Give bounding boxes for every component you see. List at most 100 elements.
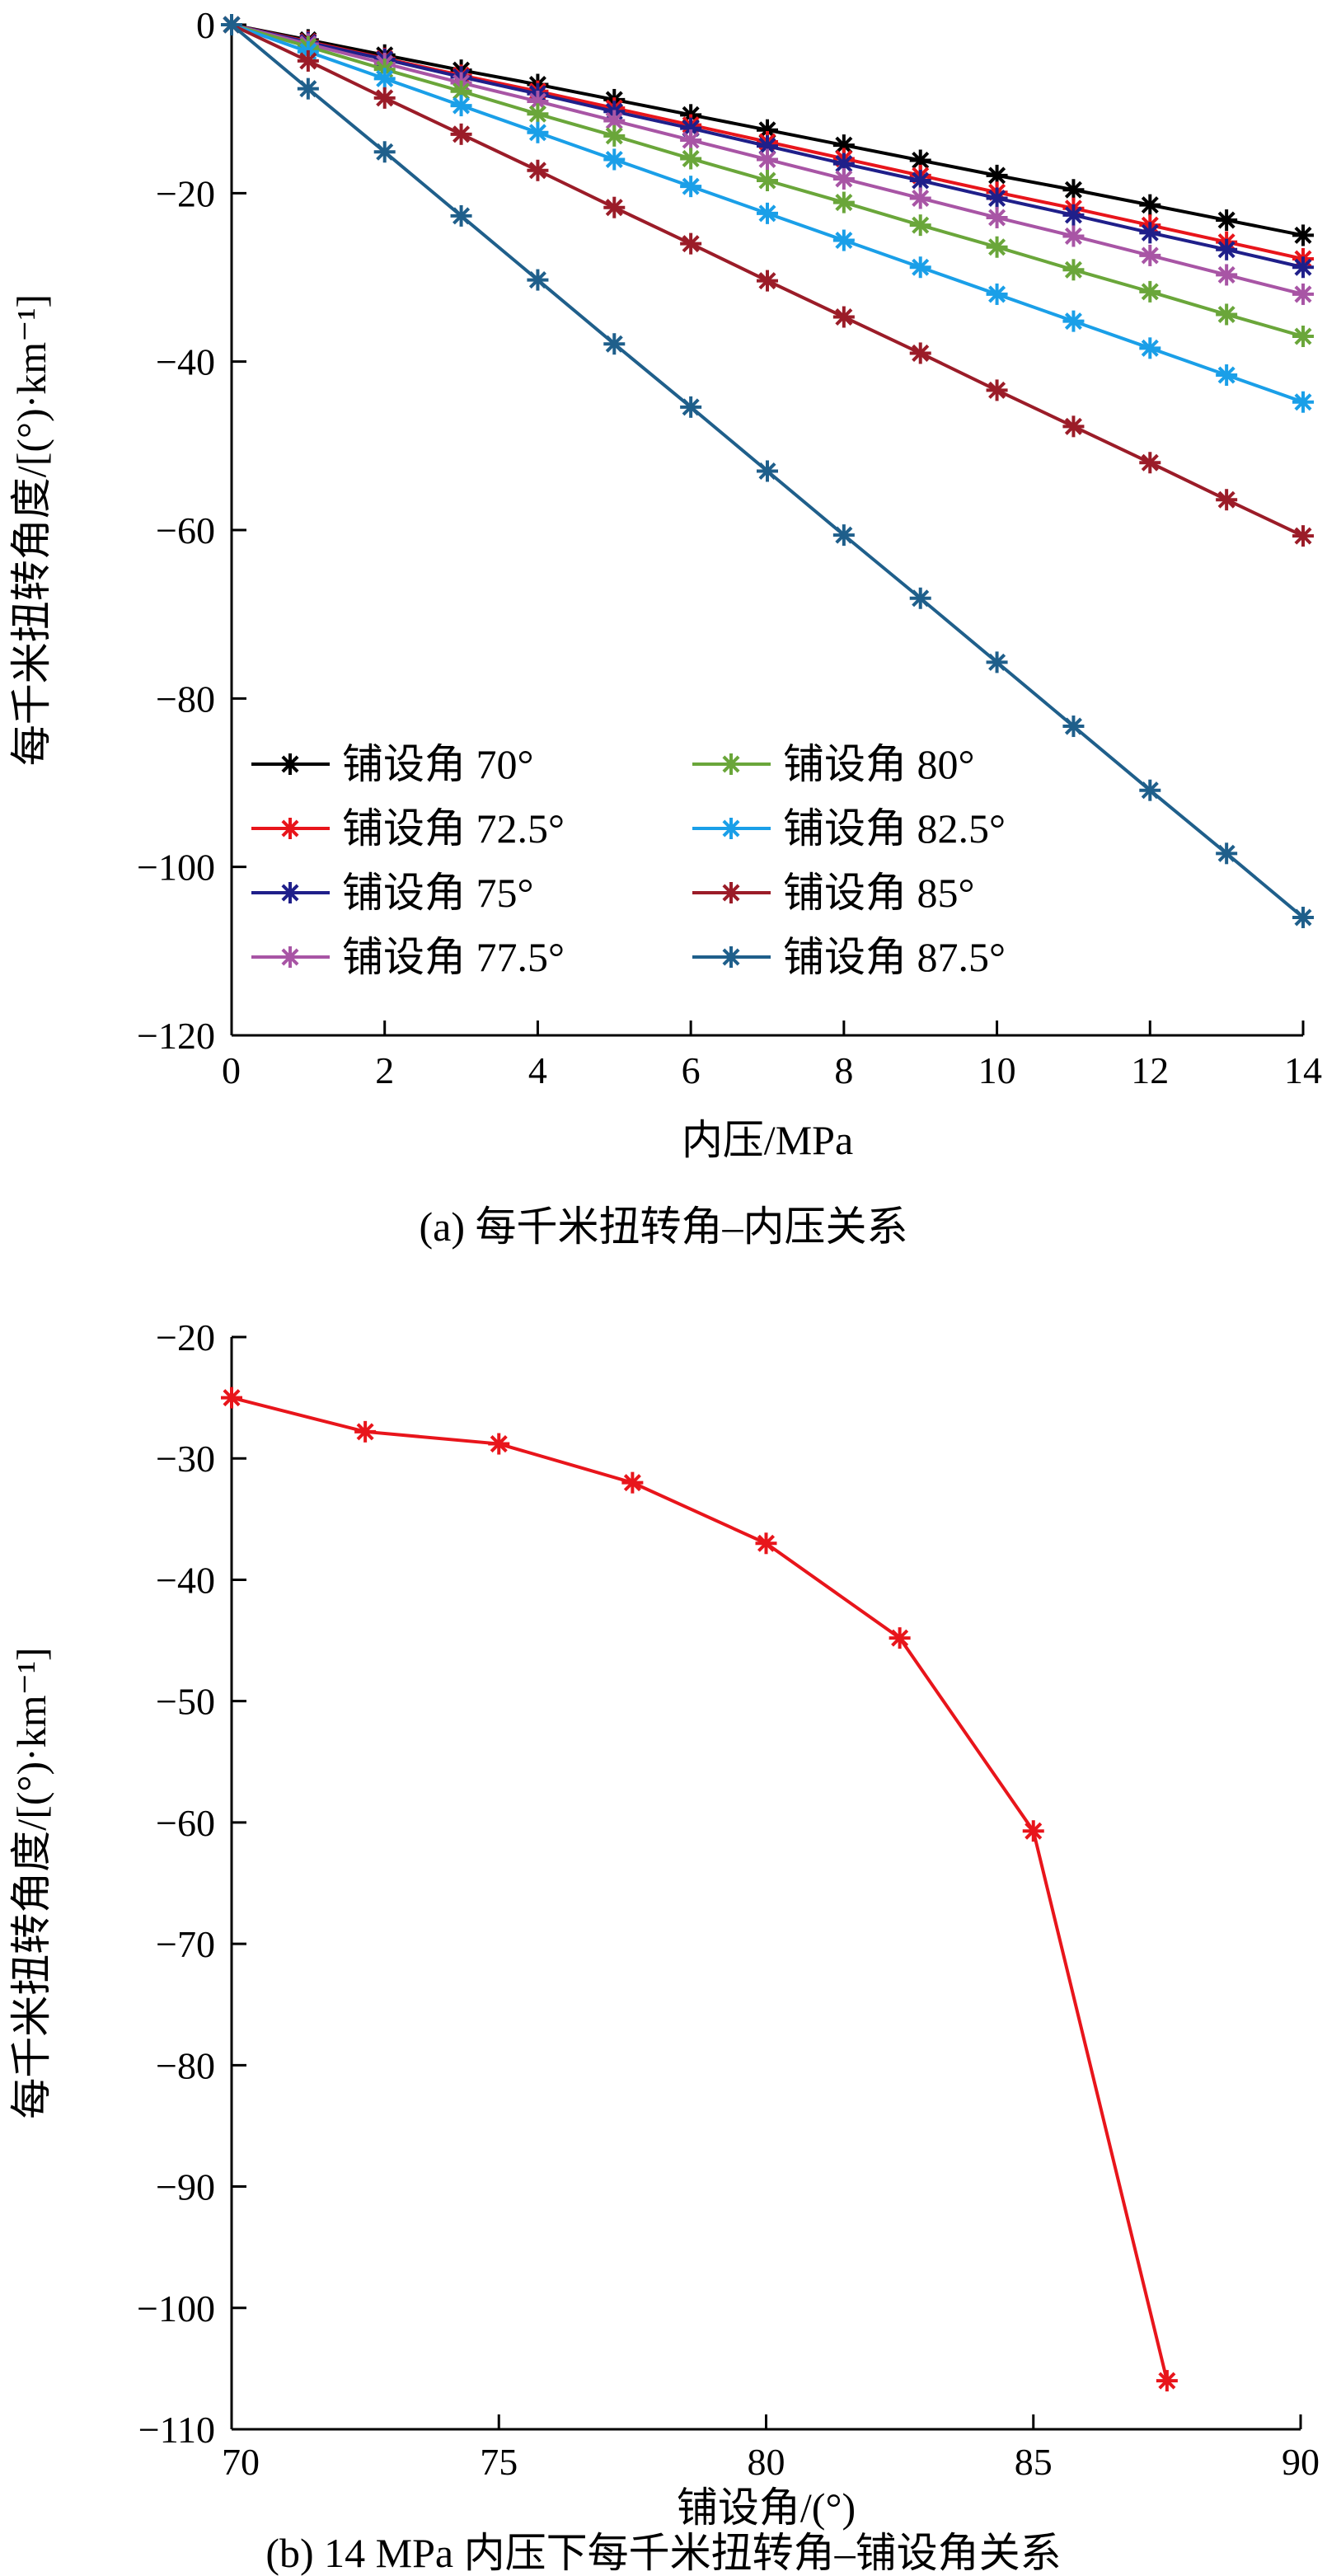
x-tick-label: 75 xyxy=(480,2441,518,2483)
x-tick-label: 10 xyxy=(978,1049,1016,1091)
data-point-marker xyxy=(1216,303,1238,326)
legend-item: 铺设角 87.5° xyxy=(692,934,1006,980)
y-tick-label: −20 xyxy=(156,1316,215,1358)
x-tick-label: 12 xyxy=(1131,1049,1169,1091)
data-point-marker xyxy=(720,946,742,968)
data-point-marker xyxy=(1062,204,1085,226)
x-tick-label: 4 xyxy=(528,1049,547,1091)
data-point-marker xyxy=(1062,415,1085,438)
data-point-marker xyxy=(986,379,1008,401)
data-point-marker xyxy=(1062,259,1085,281)
x-tick-label: 8 xyxy=(834,1049,853,1091)
data-point-marker xyxy=(1292,906,1314,928)
y-tick-label: −40 xyxy=(156,1559,215,1601)
data-point-marker xyxy=(832,167,855,190)
x-tick-label: 70 xyxy=(222,2441,260,2483)
y-tick-label: −100 xyxy=(137,2287,215,2330)
data-point-marker xyxy=(354,1420,377,1443)
data-point-marker xyxy=(1139,244,1161,266)
data-point-marker xyxy=(1062,179,1085,201)
x-tick-label: 6 xyxy=(682,1049,701,1091)
legend-item: 铺设角 70° xyxy=(251,741,534,787)
data-point-marker xyxy=(373,87,396,109)
x-axis-label: 内压/MPa xyxy=(682,1117,853,1163)
data-point-marker xyxy=(757,202,778,224)
data-point-marker xyxy=(1139,194,1161,216)
data-point-marker xyxy=(680,232,702,255)
data-point-marker xyxy=(1292,391,1314,413)
data-point-marker xyxy=(527,121,549,143)
chart-a: 0 2 4 6 8 10 12 14 0 −20 −40 −60 −80 −100 −120 内压/MPa 每千… xyxy=(8,4,1322,1250)
data-point-marker xyxy=(1156,2370,1178,2392)
x-tick-label: 14 xyxy=(1284,1049,1322,1091)
data-point-marker xyxy=(909,214,931,237)
data-point-marker xyxy=(373,141,396,163)
data-point-marker xyxy=(621,1471,644,1494)
data-point-marker xyxy=(1216,364,1238,387)
x-tick-label: 90 xyxy=(1282,2441,1320,2483)
data-point-marker xyxy=(1292,224,1314,246)
x-tick-label: 0 xyxy=(222,1049,241,1091)
data-point-marker xyxy=(221,1387,242,1409)
data-point-marker xyxy=(297,77,319,100)
legend-label: 铺设角 72.5° xyxy=(342,805,565,852)
y-tick-label: −60 xyxy=(156,1802,215,1844)
series-line xyxy=(221,1387,1178,2392)
data-point-marker xyxy=(832,152,855,175)
y-axis-label: 每千米扭转角度/[(°)·km⁻¹] xyxy=(8,1647,54,2119)
x-axis-label: 铺设角/(°) xyxy=(677,2485,856,2531)
data-point-marker xyxy=(720,882,742,903)
data-point-marker xyxy=(603,333,626,355)
data-point-marker xyxy=(373,68,396,90)
legend-label: 铺设角 70° xyxy=(342,741,534,787)
data-point-marker xyxy=(757,270,778,292)
caption: (b) 14 MPa 内压下每千米扭转角–铺设角关系 xyxy=(265,2530,1061,2576)
series-line xyxy=(221,14,1314,348)
data-point-marker xyxy=(1139,779,1161,801)
data-point-marker xyxy=(986,651,1008,673)
legend-label: 铺设角 85° xyxy=(783,870,975,916)
x-tick-label: 80 xyxy=(748,2441,785,2483)
y-tick-label: −110 xyxy=(138,2409,215,2451)
data-point-marker xyxy=(909,256,931,279)
data-point-marker xyxy=(1216,264,1238,286)
data-point-marker xyxy=(1216,842,1238,865)
data-point-marker xyxy=(297,49,319,72)
data-point-marker xyxy=(279,946,301,968)
data-point-marker xyxy=(1139,222,1161,244)
data-point-marker xyxy=(279,818,301,839)
data-point-marker xyxy=(757,170,778,192)
y-tick-label: −20 xyxy=(156,172,215,214)
series-line xyxy=(221,14,1314,928)
legend-label: 铺设角 80° xyxy=(783,741,975,787)
data-point-marker xyxy=(832,229,855,251)
data-point-marker xyxy=(1062,310,1085,332)
y-tick-label: −90 xyxy=(156,2166,215,2208)
data-point-marker xyxy=(1062,225,1085,247)
data-point-marker xyxy=(757,148,778,171)
legend-label: 铺设角 77.5° xyxy=(342,934,565,980)
legend-label: 铺设角 75° xyxy=(342,870,534,916)
data-point-marker xyxy=(680,129,702,151)
data-point-marker xyxy=(1139,337,1161,359)
data-point-marker xyxy=(680,176,702,198)
data-point-marker xyxy=(527,269,549,291)
data-point-marker xyxy=(832,191,855,213)
y-tick-label: −60 xyxy=(156,509,215,551)
data-point-marker xyxy=(909,187,931,209)
data-point-marker xyxy=(527,159,549,181)
data-point-marker xyxy=(986,187,1008,209)
data-point-marker xyxy=(680,148,702,170)
legend-item: 铺设角 72.5° xyxy=(251,805,565,852)
data-point-marker xyxy=(986,206,1008,228)
data-point-marker xyxy=(986,236,1008,258)
data-point-marker xyxy=(450,123,472,145)
data-point-marker xyxy=(603,196,626,218)
data-point-marker xyxy=(1062,716,1085,738)
data-point-marker xyxy=(1292,283,1314,305)
data-point-marker xyxy=(720,818,742,839)
data-point-marker xyxy=(889,1627,911,1649)
y-tick-label: −80 xyxy=(156,2044,215,2086)
data-point-marker xyxy=(1216,209,1238,232)
